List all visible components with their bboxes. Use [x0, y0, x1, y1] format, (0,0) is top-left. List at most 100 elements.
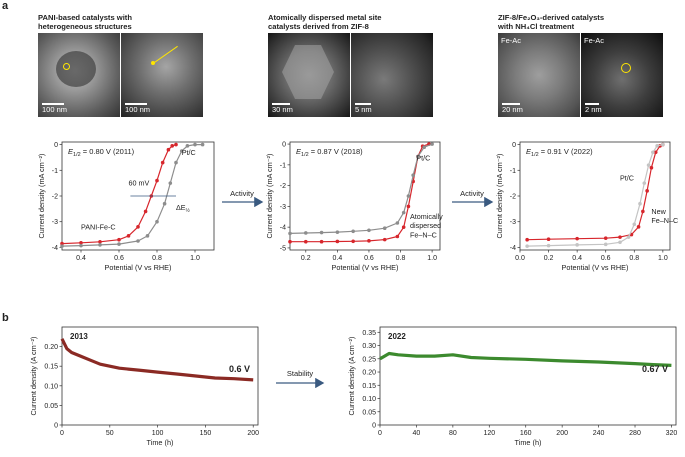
x-axis-label: Time (h): [147, 438, 174, 447]
activity-arrow-1: Activity: [222, 189, 264, 208]
plot-frame: [519, 141, 671, 251]
x-tick-label: 0.6: [601, 255, 611, 262]
series-point-1: [406, 194, 411, 198]
x-tick-label: 1.0: [427, 255, 437, 262]
y-tick-label: 0.10: [362, 396, 376, 403]
y-tick-label: -3: [52, 219, 58, 226]
x-tick-label: 150: [200, 430, 212, 437]
series-line-1: [527, 144, 664, 247]
series-point-1: [319, 230, 324, 235]
label-ptc: Pt/C: [182, 148, 196, 157]
scale-label: 2 nm: [585, 105, 602, 114]
series-point-1: [179, 149, 184, 153]
e-half-value: = 0.91 V (2022): [539, 147, 593, 156]
series-point-0: [60, 241, 64, 246]
series-point-0: [618, 235, 622, 239]
series-point-1: [335, 230, 340, 234]
series-point-1: [174, 160, 178, 165]
x-tick-label: 200: [556, 430, 568, 437]
voltage-label: 0.6 V: [229, 364, 250, 374]
y-axis-label: Current density (mA cm⁻²): [265, 154, 274, 239]
scale-label: 100 nm: [125, 105, 151, 114]
label-sample-1: Atomically: [410, 212, 443, 221]
series-point-0: [351, 239, 355, 244]
x-tick-label: 320: [666, 430, 678, 437]
series-point-1: [60, 244, 64, 248]
chart-stability-2022: 0 40 80 120 160 200 240 280 320 0 0.05 0.10 0.15 0.20…: [347, 326, 678, 447]
series-point-1: [136, 239, 140, 243]
y-tick-label: -2: [52, 194, 58, 201]
x-tick-label: 200: [247, 430, 259, 437]
series-point-0: [117, 237, 121, 242]
y-tick-label: 0.10: [44, 383, 58, 390]
chart-lsv-new: 0.0 0.2 0.4 0.6 0.8 1.0 0 -1 -2 -3 -4 Potential (V …: [495, 141, 678, 272]
y-tick-label: 0.05: [362, 409, 376, 416]
x-axis-label: Potential (V vs RHE): [332, 263, 399, 272]
series-point-1: [411, 173, 415, 178]
series-point-0: [98, 239, 102, 244]
x-tick-label: 0.8: [629, 255, 639, 262]
x-tick-label: 1.0: [190, 255, 200, 262]
x-tick-label: 1.0: [658, 255, 668, 262]
series-point-0: [382, 237, 387, 242]
series-point-0: [126, 234, 131, 238]
plot-frame: [289, 141, 441, 251]
y-tick-label: 0: [54, 423, 58, 430]
micrograph-feac-1: Fe-Ac 20 nm: [498, 33, 580, 117]
y-tick-label: -1: [510, 168, 516, 175]
header-pani-line1: PANI-based catalysts with: [38, 13, 132, 22]
series-point-1: [288, 231, 292, 236]
series-point-0: [546, 237, 551, 241]
x-tick-label: 0.0: [515, 255, 525, 262]
activity-arrow-2: Activity: [452, 189, 494, 208]
series-point-1: [651, 150, 655, 155]
x-tick-label: 240: [593, 430, 605, 437]
y-tick-label: -3: [280, 204, 286, 211]
label-sample-1: New: [651, 207, 666, 216]
x-tick-label: 0.4: [333, 255, 343, 262]
y-tick-label: 0: [512, 142, 516, 149]
x-tick-label: 0: [378, 430, 382, 437]
series-point-0: [335, 239, 340, 244]
e-half-symbol: E: [526, 147, 532, 156]
y-tick-label: -1: [52, 168, 58, 175]
series-point-1: [395, 221, 400, 225]
series-point-0: [406, 204, 411, 209]
e-half-symbol: E: [68, 147, 74, 156]
y-tick-label: 0: [54, 142, 58, 149]
panel-b-label: b: [2, 312, 9, 324]
series-point-1: [79, 243, 83, 248]
panel-a-label: a: [2, 0, 9, 12]
series-point-0: [641, 209, 645, 214]
y-tick-label: 0.25: [362, 356, 376, 363]
stability-label: Stability: [287, 369, 314, 378]
series-point-1: [193, 142, 197, 147]
y-tick-label: -4: [510, 245, 516, 252]
series-point-1: [638, 201, 642, 206]
series-point-0: [575, 236, 579, 241]
series-point-0: [143, 209, 148, 214]
y-axis-label: Current density (mA cm⁻²): [37, 154, 46, 239]
series-point-0: [155, 178, 159, 183]
y-tick-label: -4: [52, 245, 58, 252]
series-line-0: [379, 351, 672, 367]
stability-arrow: Stability: [276, 369, 325, 389]
x-axis-label: Potential (V vs RHE): [562, 263, 629, 272]
series-point-1: [603, 242, 608, 247]
label-sample-2: dispersed: [410, 221, 441, 230]
series-point-0: [166, 147, 171, 152]
e-half-subscript: 1/2: [301, 152, 309, 158]
series-point-1: [367, 228, 371, 233]
e-half-annotation: E1/2 = 0.87 V (2018): [296, 147, 363, 158]
series-point-1: [145, 234, 150, 238]
label-shift: 60 mV: [129, 179, 150, 188]
x-tick-label: 120: [483, 430, 495, 437]
series-point-1: [642, 181, 647, 185]
y-tick-label: -5: [280, 245, 286, 252]
y-tick-label: 0.20: [362, 370, 376, 377]
series-point-0: [319, 239, 324, 244]
activity-label-2: Activity: [460, 189, 484, 198]
y-tick-label: 0.30: [362, 343, 376, 350]
series-point-0: [79, 241, 83, 245]
activity-label-1: Activity: [230, 189, 254, 198]
